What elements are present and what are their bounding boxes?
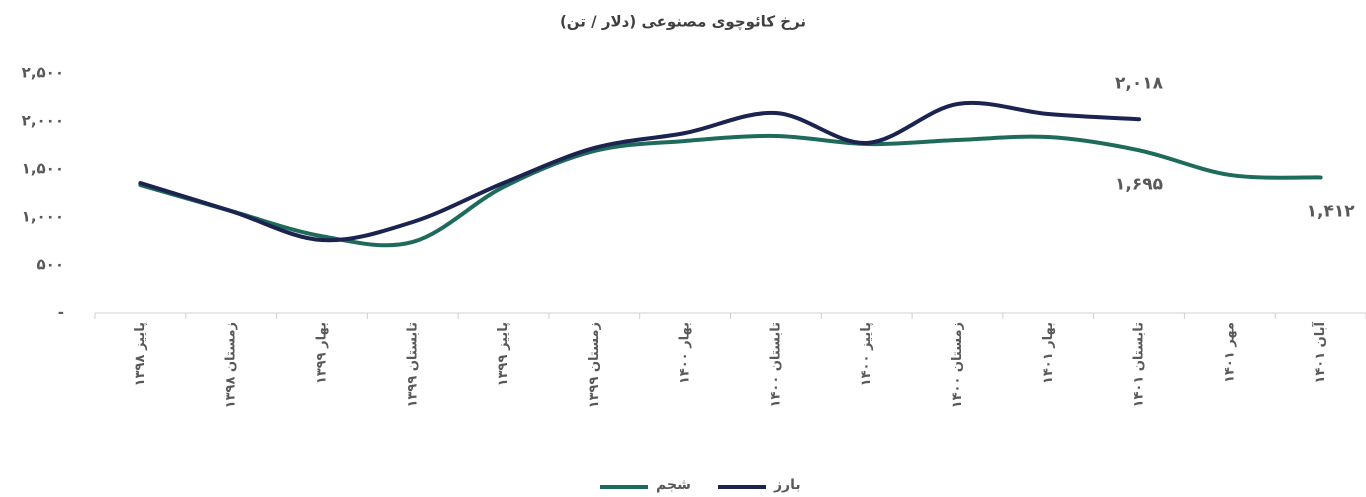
y-tick-label: ۱,۰۰۰ [22, 208, 64, 226]
x-tick-label: پاییز ۱۳۹۸ [133, 322, 148, 386]
x-tick-label: زمستان ۱۳۹۹ [587, 322, 602, 408]
x-tick-label: مهر ۱۴۰۱ [1222, 322, 1237, 383]
x-tick-label: تابستان ۱۴۰۰ [768, 322, 783, 407]
series-line [138, 100, 1142, 243]
x-tick-label: تابستان ۱۴۰۱ [1132, 322, 1147, 407]
series-line [138, 133, 1323, 248]
x-tick-label: بهار ۱۴۰۱ [1041, 322, 1056, 384]
y-tick-label: - [58, 304, 64, 322]
legend-label: بارز [773, 477, 801, 493]
x-tick-label: تابستان ۱۳۹۹ [405, 322, 420, 407]
data-label: ۲,۰۱۸ [1115, 73, 1164, 93]
x-tick-label: بهار ۱۴۰۰ [678, 322, 693, 384]
y-tick-label: ۲,۰۰۰ [22, 112, 64, 130]
x-tick-label: آبان ۱۴۰۱ [1311, 321, 1328, 383]
x-tick-label: بهار ۱۳۹۹ [314, 322, 329, 384]
y-tick-label: ۲,۵۰۰ [22, 64, 64, 82]
x-tick-label: زمستان ۱۴۰۰ [950, 322, 965, 408]
data-label: ۱,۶۹۵ [1115, 174, 1163, 194]
y-tick-label: ۱,۵۰۰ [22, 160, 64, 178]
x-tick-label: پاییز ۱۳۹۹ [496, 322, 511, 386]
data-label: ۱,۴۱۲ [1307, 201, 1356, 221]
legend-label: شجم [656, 477, 691, 493]
x-tick-label: زمستان ۱۳۹۸ [224, 322, 239, 408]
y-tick-label: ۵۰۰ [37, 256, 64, 274]
x-tick-label: پاییز ۱۴۰۰ [859, 322, 874, 386]
chart-title: نرخ کائوچوی مصنوعی (دلار / تن) [560, 13, 806, 32]
